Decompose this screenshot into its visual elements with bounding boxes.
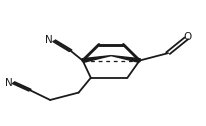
Text: N: N: [45, 35, 53, 45]
Polygon shape: [111, 56, 140, 62]
Text: N: N: [5, 78, 12, 88]
Text: O: O: [183, 32, 191, 42]
Polygon shape: [82, 56, 111, 62]
